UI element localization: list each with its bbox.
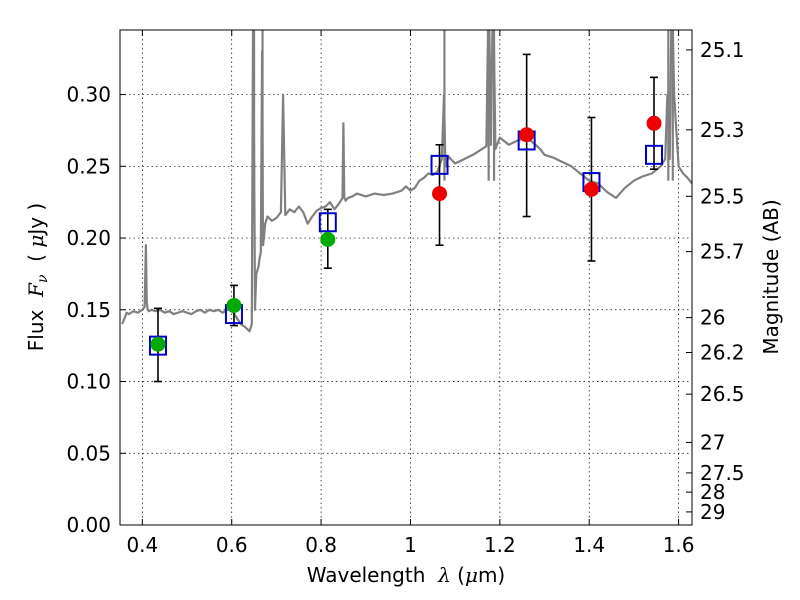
x-axis-label: Wavelength λ (μm) xyxy=(307,563,506,587)
axis-ticks: 0.4 0.6 0.8 1 1.2 1.4 1.6 0.00 0.05 0.10 0.15 0.20 0… xyxy=(66,30,745,557)
x-tick-label: 1 xyxy=(404,533,417,557)
right-tick-label: 26 xyxy=(700,306,725,330)
y-tick-label: 0.05 xyxy=(66,441,111,465)
model-square-point xyxy=(148,335,167,356)
y-tick-label: 0.30 xyxy=(66,83,111,107)
y-tick-label: 0.15 xyxy=(66,298,111,322)
y-tick-label: 0.25 xyxy=(66,154,111,178)
x-tick-label: 1.2 xyxy=(484,533,516,557)
right-tick-label: 26.5 xyxy=(700,382,745,406)
optical_photometry-point xyxy=(150,336,166,352)
y-tick-label: 0.10 xyxy=(66,370,111,394)
right-tick-label: 25.3 xyxy=(700,118,745,142)
right-tick-label: 25.1 xyxy=(700,38,745,62)
right-tick-label: 27.5 xyxy=(700,461,745,485)
right-tick-label: 29 xyxy=(700,500,725,524)
plot-background xyxy=(120,30,692,525)
model-square-point xyxy=(430,154,449,175)
optical_photometry-point xyxy=(226,297,242,313)
nir_photometry-point xyxy=(519,127,535,143)
right-tick-label: 28 xyxy=(700,480,725,504)
plot-frame xyxy=(119,29,693,526)
right-tick-label: 25.7 xyxy=(700,240,745,264)
y-tick-label: 0.20 xyxy=(66,226,111,250)
right-tick-label: 27 xyxy=(700,430,725,454)
data-markers xyxy=(148,115,664,356)
nir_photometry-point xyxy=(583,181,599,197)
model-square-point xyxy=(318,212,337,233)
x-tick-label: 1.4 xyxy=(573,533,605,557)
spectrum-line xyxy=(121,30,692,333)
optical_photometry-point xyxy=(320,231,336,247)
y-tick-label: 0.00 xyxy=(66,513,111,537)
right-axis-label: Magnitude (AB) xyxy=(759,199,783,354)
model-square-point xyxy=(645,144,664,165)
right-tick-label: 26.2 xyxy=(700,341,745,365)
x-tick-label: 0.8 xyxy=(305,533,337,557)
y-axis-label: Flux Fν ( μJy ) xyxy=(24,203,51,351)
nir_photometry-point xyxy=(432,186,448,202)
right-tick-label: 25.5 xyxy=(700,184,745,208)
x-tick-label: 1.6 xyxy=(663,533,695,557)
x-tick-label: 0.4 xyxy=(126,533,158,557)
plot-area xyxy=(121,30,692,333)
nir_photometry-point xyxy=(646,115,662,131)
x-tick-label: 0.6 xyxy=(216,533,248,557)
